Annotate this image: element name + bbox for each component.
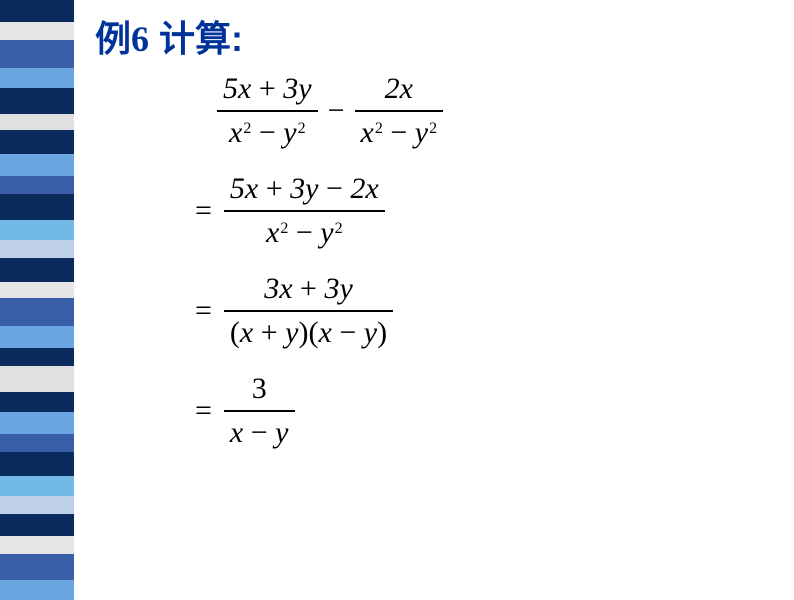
math-line-1: 5x + 3y x2 − y2 − 2x x2 − y2 xyxy=(195,70,443,152)
sidebar-stripe xyxy=(0,452,74,476)
sidebar-stripe xyxy=(0,282,74,298)
sidebar-stripe xyxy=(0,22,74,40)
equals-sign: = xyxy=(195,394,212,428)
sidebar-stripe xyxy=(0,580,74,600)
sidebar-stripe xyxy=(0,68,74,88)
math-line-3: = 3x + 3y (x + y)(x − y) xyxy=(195,270,443,352)
fraction-4: 3 x − y xyxy=(224,370,295,452)
sidebar-stripe xyxy=(0,392,74,412)
equals-sign: = xyxy=(195,194,212,228)
title-prefix: 例 xyxy=(95,18,131,59)
equals-sign: = xyxy=(195,294,212,328)
sidebar-stripe xyxy=(0,154,74,176)
sidebar-stripe xyxy=(0,496,74,514)
sidebar-stripe xyxy=(0,88,74,114)
sidebar-stripe xyxy=(0,40,74,68)
sidebar-stripe xyxy=(0,366,74,392)
sidebar-stripe xyxy=(0,348,74,366)
sidebar-stripe xyxy=(0,0,74,22)
page-title: 例6 计算: xyxy=(95,10,243,62)
sidebar-stripe xyxy=(0,326,74,348)
sidebar-stripe xyxy=(0,114,74,130)
numerator-4: 3 xyxy=(252,372,267,405)
title-number: 6 xyxy=(131,19,149,59)
sidebar-stripe xyxy=(0,554,74,580)
fraction-1b: 2x x2 − y2 xyxy=(355,70,444,152)
math-line-2: = 5x + 3y − 2x x2 − y2 xyxy=(195,170,443,252)
sidebar-stripe xyxy=(0,240,74,258)
sidebar-stripe xyxy=(0,476,74,496)
fraction-2: 5x + 3y − 2x x2 − y2 xyxy=(224,170,385,252)
decorative-sidebar xyxy=(0,0,74,596)
sidebar-stripe xyxy=(0,194,74,220)
sidebar-stripe xyxy=(0,298,74,326)
fraction-1a: 5x + 3y x2 − y2 xyxy=(217,70,318,152)
sidebar-stripe xyxy=(0,412,74,434)
sidebar-stripe xyxy=(0,258,74,282)
title-rest: 计算: xyxy=(149,18,243,59)
fraction-3: 3x + 3y (x + y)(x − y) xyxy=(224,270,393,352)
sidebar-stripe xyxy=(0,130,74,154)
sidebar-stripe xyxy=(0,176,74,194)
math-worked-example: 5x + 3y x2 − y2 − 2x x2 − y2 = 5x + 3y −… xyxy=(195,70,443,470)
sidebar-stripe xyxy=(0,514,74,536)
math-line-4: = 3 x − y xyxy=(195,370,443,452)
sidebar-stripe xyxy=(0,220,74,240)
sidebar-stripe xyxy=(0,434,74,452)
minus-sign: − xyxy=(328,94,345,128)
sidebar-stripe xyxy=(0,536,74,554)
